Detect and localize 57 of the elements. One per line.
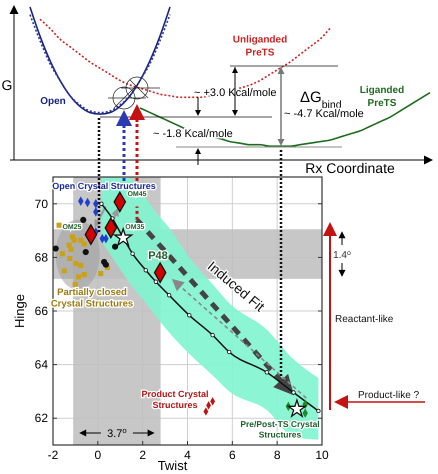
annotation: P48 bbox=[148, 250, 168, 262]
y-axis-title: G bbox=[2, 77, 12, 93]
point bbox=[56, 222, 62, 228]
point bbox=[52, 245, 59, 252]
point bbox=[66, 242, 72, 248]
point bbox=[82, 272, 87, 278]
x-tick-label: 0 bbox=[94, 448, 102, 462]
band-label: 3.7$^{o}$ bbox=[107, 426, 127, 440]
y-tick-label: 68 bbox=[34, 250, 48, 264]
text: Reactant-like bbox=[335, 314, 394, 325]
y-tick-label: 64 bbox=[34, 358, 48, 372]
point bbox=[288, 399, 306, 417]
annotation: ~ -4.7 Kcal/mole bbox=[284, 108, 364, 120]
series-label: Unliganded PreTS bbox=[232, 34, 288, 58]
point bbox=[72, 282, 78, 288]
point bbox=[112, 244, 118, 250]
point bbox=[60, 251, 65, 256]
x-tick-label: 6 bbox=[228, 448, 236, 462]
x-tick-label: 2 bbox=[139, 448, 146, 462]
point bbox=[62, 268, 67, 274]
point bbox=[114, 228, 132, 246]
point bbox=[99, 202, 104, 206]
point bbox=[187, 313, 192, 318]
point bbox=[316, 408, 321, 414]
point bbox=[73, 261, 78, 266]
series-label: Open bbox=[40, 96, 66, 108]
point bbox=[78, 238, 84, 243]
point bbox=[154, 280, 158, 284]
point bbox=[102, 262, 109, 268]
point bbox=[68, 246, 74, 252]
y-tick-label: 62 bbox=[34, 411, 48, 426]
point bbox=[166, 293, 172, 298]
point bbox=[227, 350, 232, 354]
point bbox=[78, 262, 84, 268]
annotation: Product Crystal Structures bbox=[141, 389, 209, 410]
point bbox=[67, 256, 72, 262]
series-label: Liganded PreTS bbox=[360, 85, 404, 110]
x-tick-label: 10 bbox=[315, 448, 329, 462]
point bbox=[130, 251, 135, 256]
y-tick-label: 70 bbox=[34, 196, 48, 211]
point bbox=[98, 270, 104, 276]
x-tick-label: 8 bbox=[274, 448, 281, 462]
point bbox=[82, 248, 89, 256]
point bbox=[264, 370, 270, 375]
y-axis-title: Hinge bbox=[12, 294, 27, 328]
band-label: 1.4$^{o}$ bbox=[333, 250, 351, 262]
point bbox=[210, 332, 215, 338]
y-tick-label: 66 bbox=[34, 304, 48, 318]
x-tick-label: -2 bbox=[48, 448, 59, 462]
point bbox=[76, 274, 82, 280]
x-axis-title: Rx Coordinate bbox=[305, 160, 395, 176]
text: Product-like ? bbox=[358, 390, 420, 401]
point bbox=[144, 268, 148, 272]
point bbox=[80, 216, 86, 223]
point bbox=[72, 238, 77, 243]
point bbox=[82, 241, 87, 247]
point bbox=[291, 390, 296, 395]
